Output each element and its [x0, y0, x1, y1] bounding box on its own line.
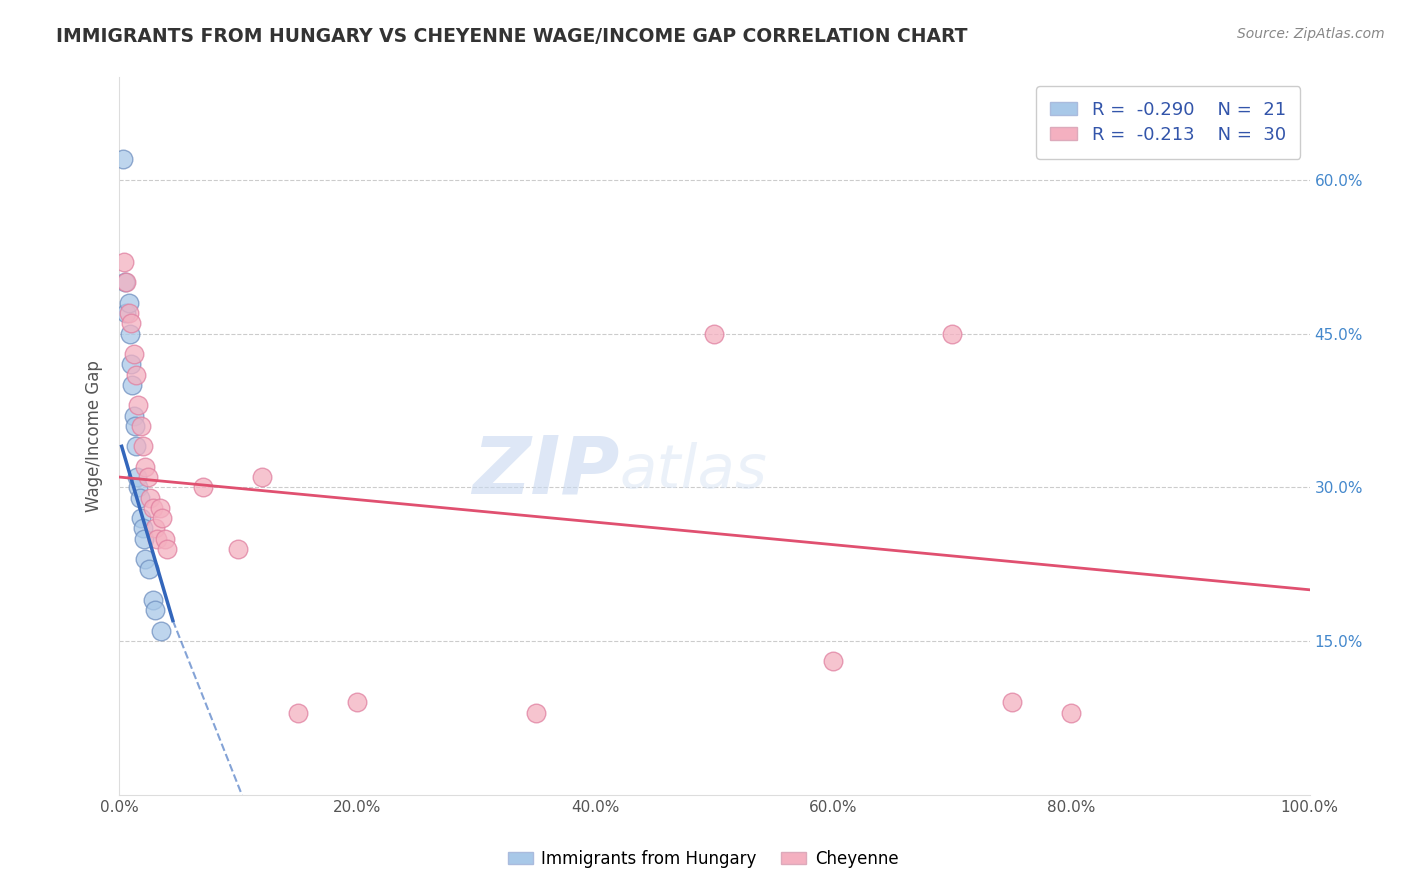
Point [941, 326, 963, 341]
Point [129, 511, 152, 525]
Point [142, 500, 165, 515]
Point [132, 439, 155, 453]
Point [250, 470, 273, 484]
Point [127, 480, 149, 494]
Point [149, 500, 172, 515]
Y-axis label: Wage/Income Gap: Wage/Income Gap [86, 360, 103, 512]
Point [138, 562, 160, 576]
Point [287, 706, 309, 720]
Point [134, 459, 156, 474]
Point [524, 706, 547, 720]
Point [125, 439, 148, 453]
Point [136, 470, 159, 484]
Point [115, 306, 138, 320]
Point [122, 409, 145, 423]
Point [114, 276, 136, 290]
Point [127, 398, 149, 412]
Legend: R =  -0.290    N =  21, R =  -0.213    N =  30: R = -0.290 N = 21, R = -0.213 N = 30 [1036, 87, 1301, 159]
Point [149, 624, 172, 638]
Point [118, 326, 141, 341]
Legend: Immigrants from Hungary, Cheyenne: Immigrants from Hungary, Cheyenne [501, 844, 905, 875]
Point [124, 418, 146, 433]
Point [111, 153, 134, 167]
Point [132, 521, 155, 535]
Point [139, 491, 162, 505]
Point [120, 317, 142, 331]
Point [121, 377, 143, 392]
Point [191, 480, 214, 494]
Point [122, 347, 145, 361]
Text: ZIP: ZIP [472, 433, 619, 511]
Point [226, 541, 249, 556]
Point [125, 368, 148, 382]
Point [150, 511, 173, 525]
Point [129, 418, 152, 433]
Point [823, 655, 845, 669]
Point [146, 532, 169, 546]
Point [156, 541, 179, 556]
Text: Source: ZipAtlas.com: Source: ZipAtlas.com [1237, 27, 1385, 41]
Point [703, 326, 725, 341]
Point [346, 696, 368, 710]
Point [153, 532, 176, 546]
Point [115, 276, 138, 290]
Point [143, 521, 166, 535]
Point [143, 603, 166, 617]
Point [112, 255, 135, 269]
Point [134, 532, 156, 546]
Point [128, 491, 150, 505]
Point [118, 306, 141, 320]
Point [120, 357, 142, 371]
Point [142, 593, 165, 607]
Point [118, 296, 141, 310]
Point [127, 470, 149, 484]
Point [134, 552, 156, 566]
Point [1060, 706, 1083, 720]
Text: IMMIGRANTS FROM HUNGARY VS CHEYENNE WAGE/INCOME GAP CORRELATION CHART: IMMIGRANTS FROM HUNGARY VS CHEYENNE WAGE… [56, 27, 967, 45]
Point [1001, 696, 1024, 710]
Text: atlas: atlas [619, 442, 768, 501]
